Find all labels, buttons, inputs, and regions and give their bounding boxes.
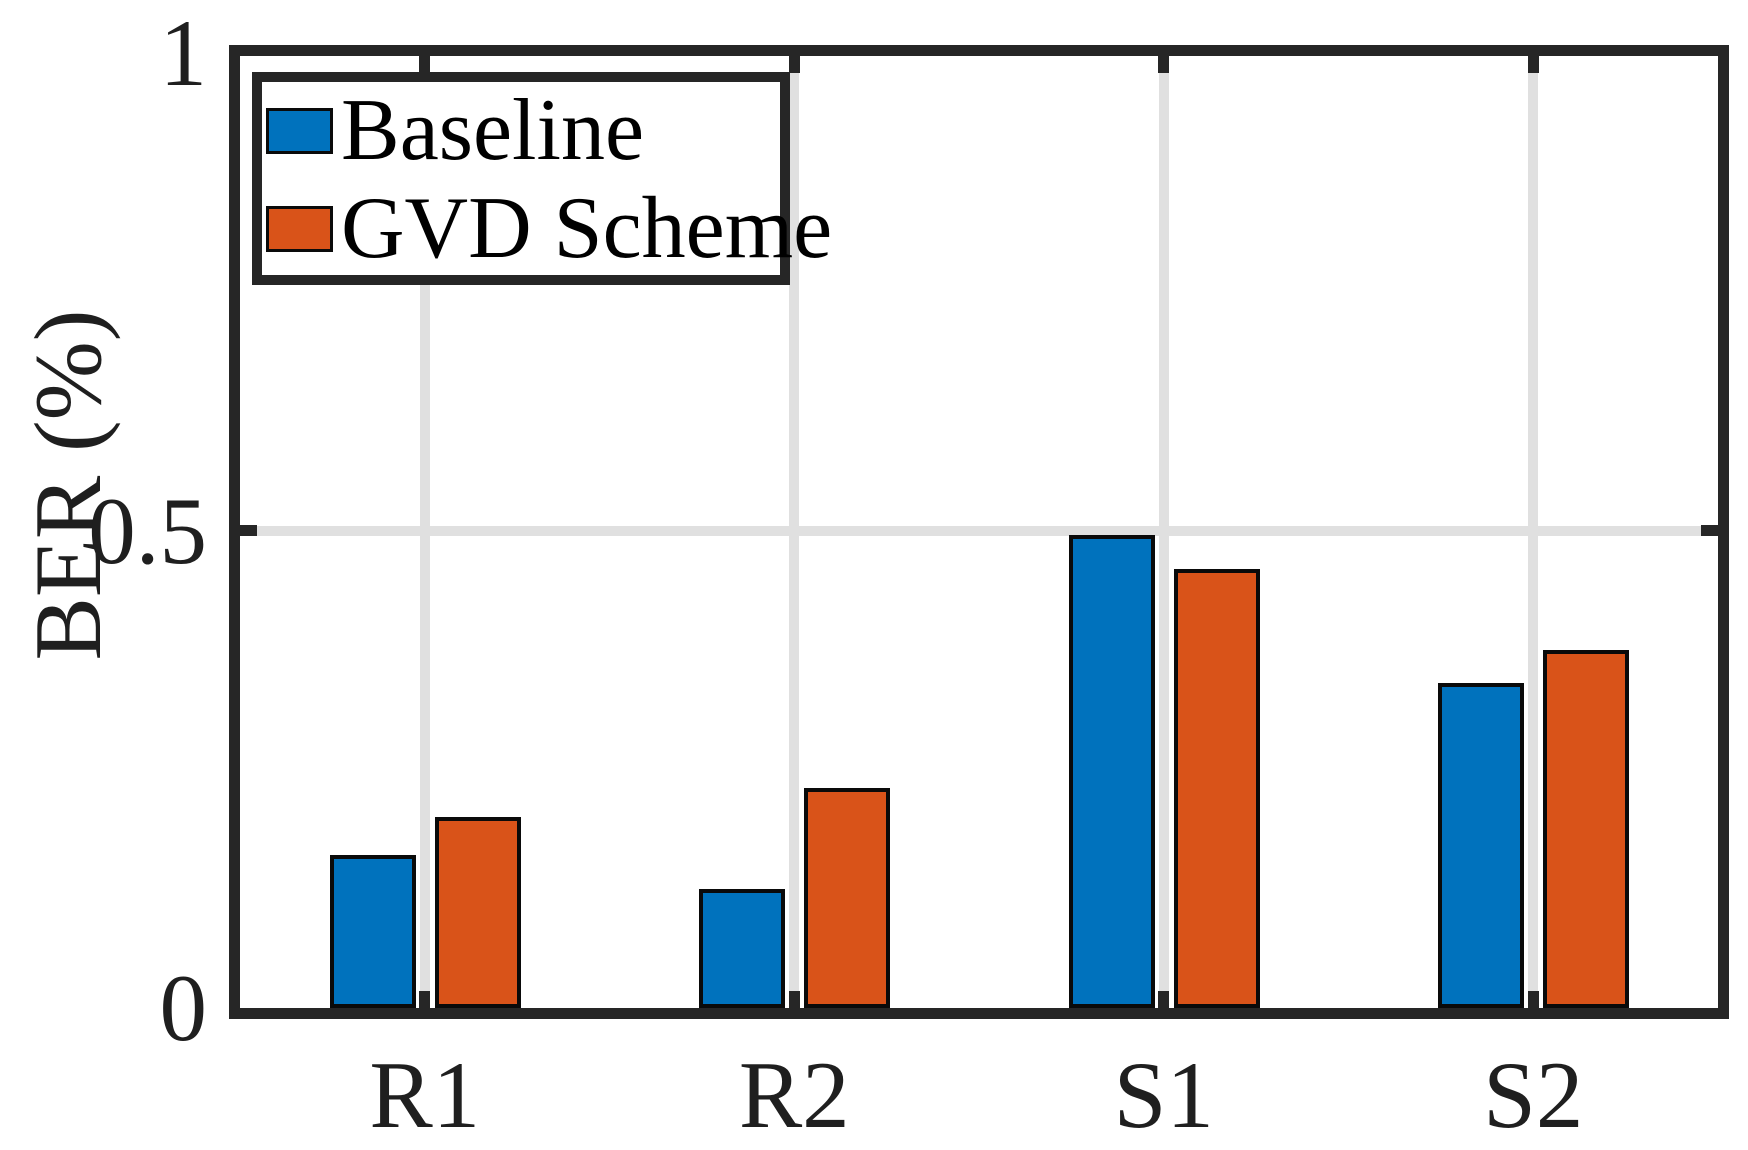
x-tick-top-s1 [1158,56,1170,73]
x-tick-label-s1: S1 [1113,1042,1214,1148]
legend-row-gvd-scheme: GVD Scheme [266,182,832,276]
bar-baseline-r1 [329,855,416,1008]
bar-gvd-scheme-r1 [434,817,521,1008]
x-tick-bottom-s2 [1527,991,1539,1008]
legend: Baseline GVD Scheme [252,72,832,285]
x-tick-top-s2 [1527,56,1539,73]
bar-gvd-scheme-s2 [1543,650,1630,1008]
legend-label-baseline: Baseline [341,82,645,179]
x-tick-top-r1 [419,56,431,73]
bar-baseline-r2 [699,889,786,1008]
y-tick-right-0.5 [1701,525,1718,536]
bar-baseline-s2 [1438,683,1525,1008]
plot-area [240,56,1718,1008]
bar-gvd-scheme-r2 [804,788,891,1008]
x-tick-label-r1: R1 [369,1042,481,1148]
x-tick-bottom-r1 [419,991,431,1008]
y-tick-label-0.5: 0.5 [88,477,207,584]
legend-swatch-gvd-scheme [266,206,333,252]
x-tick-label-r2: R2 [738,1042,850,1148]
legend-label-gvd-scheme: GVD Scheme [341,180,833,277]
legend-row-baseline: Baseline [266,84,780,178]
x-tick-top-r2 [788,56,800,73]
y-tick-label-1: 1 [159,0,208,106]
y-tick-left-0.5 [240,525,257,536]
legend-swatch-baseline [266,108,333,154]
gridline-horizontal-0.5 [240,525,1718,536]
x-tick-label-s2: S2 [1483,1042,1584,1148]
bar-baseline-s1 [1068,535,1155,1008]
y-tick-label-0: 0 [159,955,208,1061]
x-tick-bottom-s1 [1158,991,1170,1008]
bar-gvd-scheme-s1 [1173,569,1260,1008]
x-tick-bottom-r2 [788,991,800,1008]
